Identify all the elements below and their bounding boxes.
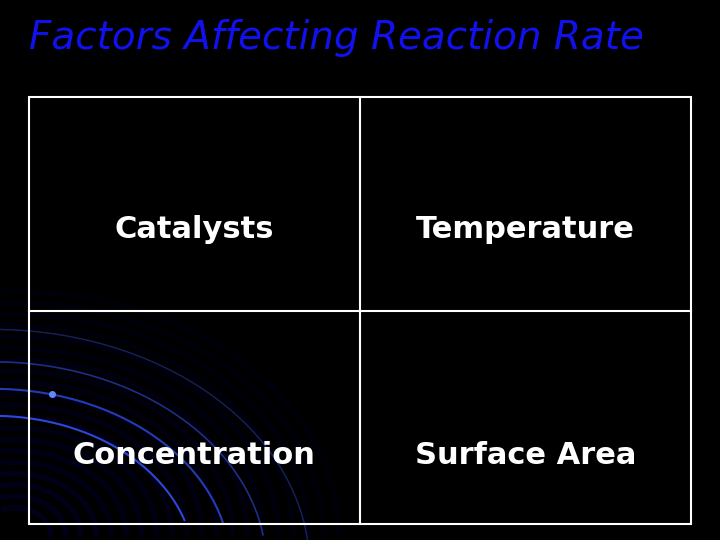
Text: Concentration: Concentration xyxy=(73,441,316,470)
Text: Catalysts: Catalysts xyxy=(114,215,274,244)
Text: Temperature: Temperature xyxy=(416,215,635,244)
Bar xyxy=(29,97,691,524)
Text: Surface Area: Surface Area xyxy=(415,441,636,470)
Text: Factors Affecting Reaction Rate: Factors Affecting Reaction Rate xyxy=(29,19,644,57)
